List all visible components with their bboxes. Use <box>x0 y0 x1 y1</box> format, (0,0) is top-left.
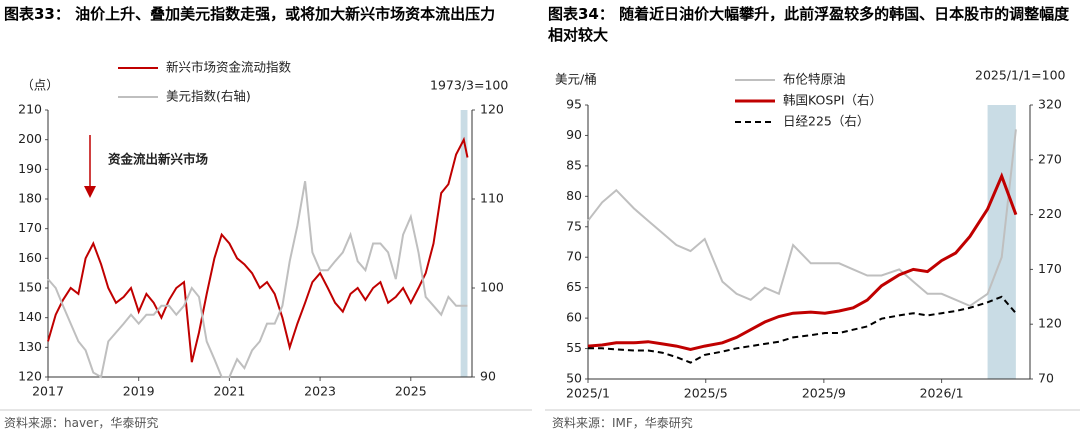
x-tick-label: 2023 <box>304 384 336 399</box>
source: 资料来源：IMF，华泰研究 <box>552 416 693 430</box>
x-tick-label: 2019 <box>123 384 155 399</box>
y-tick-label: 80 <box>566 188 582 203</box>
y-tick-label: 65 <box>566 279 582 294</box>
legend-label: 美元指数(右轴) <box>166 89 251 104</box>
legend-label: 新兴市场资金流动指数 <box>166 60 292 75</box>
y-tick-label: 190 <box>18 161 42 176</box>
y-tick-label: 150 <box>18 280 42 295</box>
y2-tick-label: 110 <box>480 191 504 206</box>
y2-tick-label: 320 <box>1038 97 1062 112</box>
x-tick-label: 2025/5 <box>684 386 728 401</box>
x-tick-label: 2025 <box>395 384 427 399</box>
y2-tick-label: 220 <box>1038 206 1062 221</box>
y2-tick-label: 100 <box>480 280 504 295</box>
x-tick-label: 2021 <box>213 384 245 399</box>
y-tick-label: 70 <box>566 249 582 264</box>
x-tick-label: 2025/9 <box>802 386 846 401</box>
arrow-head <box>84 186 96 198</box>
y-tick-label: 130 <box>18 339 42 354</box>
y-tick-label: 160 <box>18 250 42 265</box>
highlight-band <box>987 105 1016 379</box>
legend-label: 布伦特原油 <box>783 72 846 87</box>
series-line <box>47 136 469 363</box>
y-tick-label: 140 <box>18 309 42 324</box>
y-unit: （点） <box>21 78 59 93</box>
y2-tick-label: 170 <box>1038 261 1062 276</box>
series-line <box>588 295 1017 364</box>
x-tick-label: 2026/1 <box>920 386 964 401</box>
y-unit: 美元/桶 <box>555 72 597 87</box>
y2-tick-label: 270 <box>1038 151 1062 166</box>
y-tick-label: 85 <box>566 157 582 172</box>
y-tick-label: 50 <box>566 371 582 386</box>
annotation: 资金流出新兴市场 <box>108 152 208 167</box>
highlight-band <box>460 110 468 377</box>
series-line <box>47 181 468 379</box>
y-tick-label: 210 <box>18 102 42 117</box>
y-tick-label: 180 <box>18 191 42 206</box>
x-tick-label: 2025/1 <box>566 386 610 401</box>
y2-tick-label: 120 <box>480 102 504 117</box>
y-tick-label: 60 <box>566 310 582 325</box>
note: 2025/1/1=100 <box>975 68 1066 83</box>
source: 资料来源：haver，华泰研究 <box>4 416 159 430</box>
y2-tick-label: 120 <box>1038 316 1062 331</box>
chart-title: 图表33： 油价上升、叠加美元指数走强，或将加大新兴市场资本流出压力 <box>4 5 496 23</box>
y-tick-label: 90 <box>566 127 582 142</box>
y-tick-label: 200 <box>18 131 42 146</box>
y-tick-label: 95 <box>566 97 582 112</box>
y2-tick-label: 70 <box>1038 371 1054 386</box>
chart-title: 图表34： 随着近日油价大幅攀升，此前浮盈较多的韩国、日本股市的调整幅度相对较大 <box>548 5 1070 44</box>
x-tick-label: 2017 <box>32 384 64 399</box>
y2-tick-label: 90 <box>480 369 496 384</box>
legend-label: 韩国KOSPI（右） <box>783 93 882 108</box>
series-line <box>587 172 1018 351</box>
y-tick-label: 170 <box>18 220 42 235</box>
series-line <box>587 129 1017 308</box>
note: 1973/3=100 <box>430 78 508 93</box>
y-tick-label: 55 <box>566 340 582 355</box>
y-tick-label: 75 <box>566 218 582 233</box>
legend-label: 日经225（右） <box>783 114 869 129</box>
y-tick-label: 120 <box>18 369 42 384</box>
